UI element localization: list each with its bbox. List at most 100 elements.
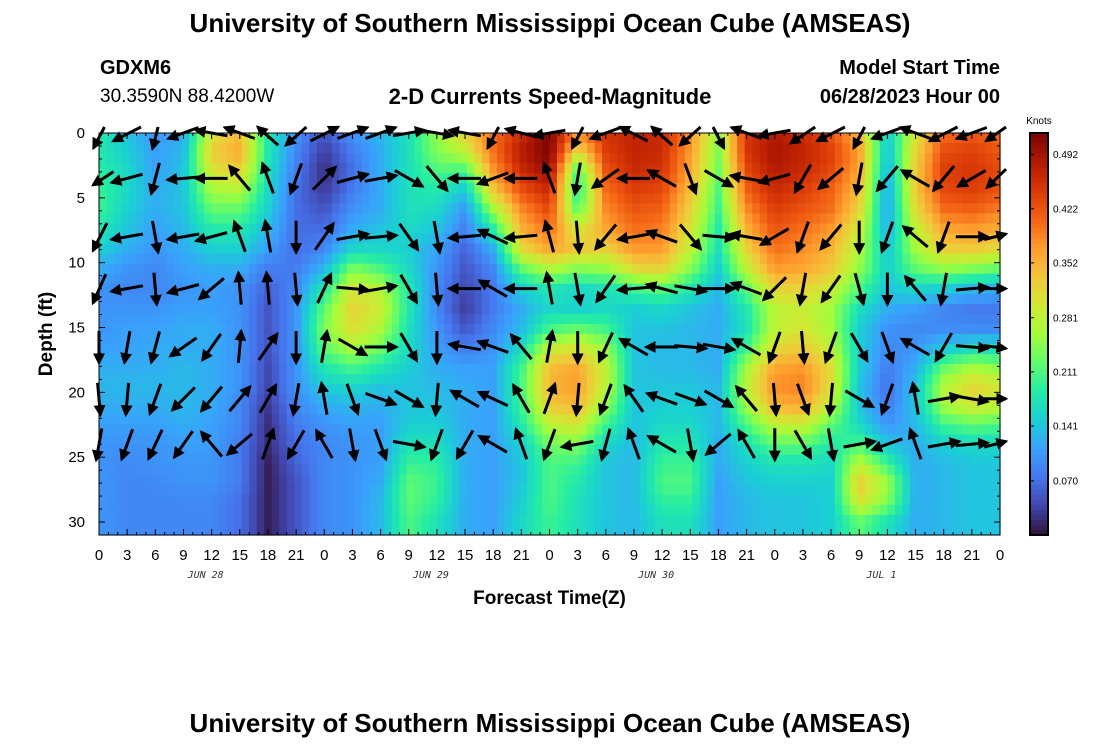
heatmap-cell: [451, 424, 460, 436]
heatmap-cell: [849, 464, 858, 476]
heatmap-cell: [812, 484, 821, 496]
heatmap-cell: [714, 454, 723, 466]
heatmap-cell: [939, 504, 949, 516]
heatmap-cell: [181, 464, 190, 476]
heatmap-cell: [294, 213, 303, 225]
heatmap-cell: [939, 464, 949, 476]
heatmap-cell: [189, 293, 198, 305]
heatmap-cell: [804, 203, 813, 214]
heatmap-cell: [189, 414, 198, 426]
heatmap-cell: [481, 153, 491, 164]
heatmap-cell: [564, 203, 573, 214]
heatmap-cell: [887, 303, 896, 315]
heatmap-cell: [954, 213, 964, 225]
heatmap-cell: [624, 193, 633, 204]
heatmap-cell: [692, 464, 701, 476]
heatmap-cell: [174, 494, 183, 506]
heatmap-cell: [136, 344, 145, 355]
heatmap-cell: [632, 474, 641, 486]
heatmap-cell: [669, 344, 678, 355]
heatmap-cell: [767, 243, 776, 255]
heatmap-cell: [256, 464, 265, 476]
heatmap-cell: [114, 414, 123, 426]
heatmap-cell: [969, 454, 979, 466]
heatmap-cell: [384, 524, 393, 536]
heatmap-cell: [174, 384, 183, 395]
heatmap-cell: [181, 153, 190, 164]
heatmap-cell: [249, 183, 258, 194]
heatmap-cell: [984, 203, 994, 214]
heatmap-cell: [316, 243, 325, 255]
heatmap-cell: [774, 273, 783, 285]
heatmap-cell: [136, 203, 145, 214]
heatmap-cell: [339, 444, 348, 456]
heatmap-cell: [534, 474, 543, 486]
heatmap-cell: [654, 253, 663, 265]
heatmap-cell: [481, 494, 491, 506]
heatmap-cell: [264, 364, 273, 375]
heatmap-cell: [466, 524, 476, 536]
heatmap-cell: [279, 243, 288, 255]
heatmap-cell: [526, 374, 536, 385]
heatmap-cell: [969, 183, 979, 194]
heatmap-cell: [669, 273, 678, 285]
heatmap-cell: [174, 524, 183, 536]
heatmap-cell: [669, 133, 678, 144]
heatmap-cell: [384, 374, 393, 385]
heatmap-cell: [249, 334, 258, 345]
heatmap-cell: [752, 414, 761, 426]
heatmap-cell: [174, 434, 183, 446]
heatmap-cell: [894, 223, 903, 235]
heatmap-cell: [954, 273, 964, 285]
heatmap-cell: [639, 183, 648, 194]
heatmap-cell: [429, 344, 438, 355]
heatmap-cell: [939, 313, 949, 325]
heatmap-cell: [767, 364, 776, 375]
heatmap-cell: [99, 213, 108, 225]
heatmap-cell: [969, 233, 979, 245]
heatmap-cell: [549, 464, 558, 476]
heatmap-cell: [692, 414, 701, 426]
heatmap-cell: [136, 303, 145, 315]
heatmap-cell: [812, 434, 821, 446]
heatmap-cell: [129, 273, 138, 285]
heatmap-cell: [504, 303, 513, 315]
heatmap-cell: [564, 354, 573, 365]
heatmap-cell: [151, 303, 160, 315]
heatmap-cell: [181, 354, 190, 365]
heatmap-cell: [729, 414, 738, 426]
heatmap-cell: [286, 193, 295, 204]
heatmap-cell: [211, 233, 220, 245]
heatmap-cell: [489, 303, 498, 315]
heatmap-cell: [136, 293, 145, 305]
heatmap-cell: [279, 173, 288, 184]
heatmap-cell: [909, 404, 919, 415]
heatmap-cell: [114, 514, 123, 526]
current-vector-arrow: [704, 432, 732, 457]
heatmap-cell: [121, 273, 130, 285]
heatmap-cell: [316, 524, 325, 536]
heatmap-cell: [654, 444, 663, 456]
heatmap-cell: [669, 223, 678, 235]
heatmap-cell: [159, 263, 168, 275]
heatmap-cell: [526, 323, 536, 335]
heatmap-cell: [939, 153, 949, 164]
heatmap-cell: [969, 384, 979, 395]
heatmap-cell: [977, 293, 986, 305]
heatmap-cell: [594, 394, 603, 405]
heatmap-cell: [316, 253, 325, 265]
heatmap-cell: [887, 273, 896, 285]
heatmap-cell: [819, 223, 828, 235]
heatmap-cell: [797, 374, 806, 385]
heatmap-cell: [902, 313, 911, 325]
heatmap-cell: [399, 263, 408, 275]
heatmap-cell: [909, 354, 919, 365]
heatmap-cell: [849, 414, 858, 426]
heatmap-cell: [196, 223, 205, 235]
heatmap-cell: [496, 213, 506, 225]
heatmap-cell: [849, 384, 858, 395]
heatmap-cell: [647, 243, 656, 255]
heatmap-cell: [541, 464, 551, 476]
heatmap-cell: [654, 344, 663, 355]
heatmap-cell: [114, 323, 123, 335]
